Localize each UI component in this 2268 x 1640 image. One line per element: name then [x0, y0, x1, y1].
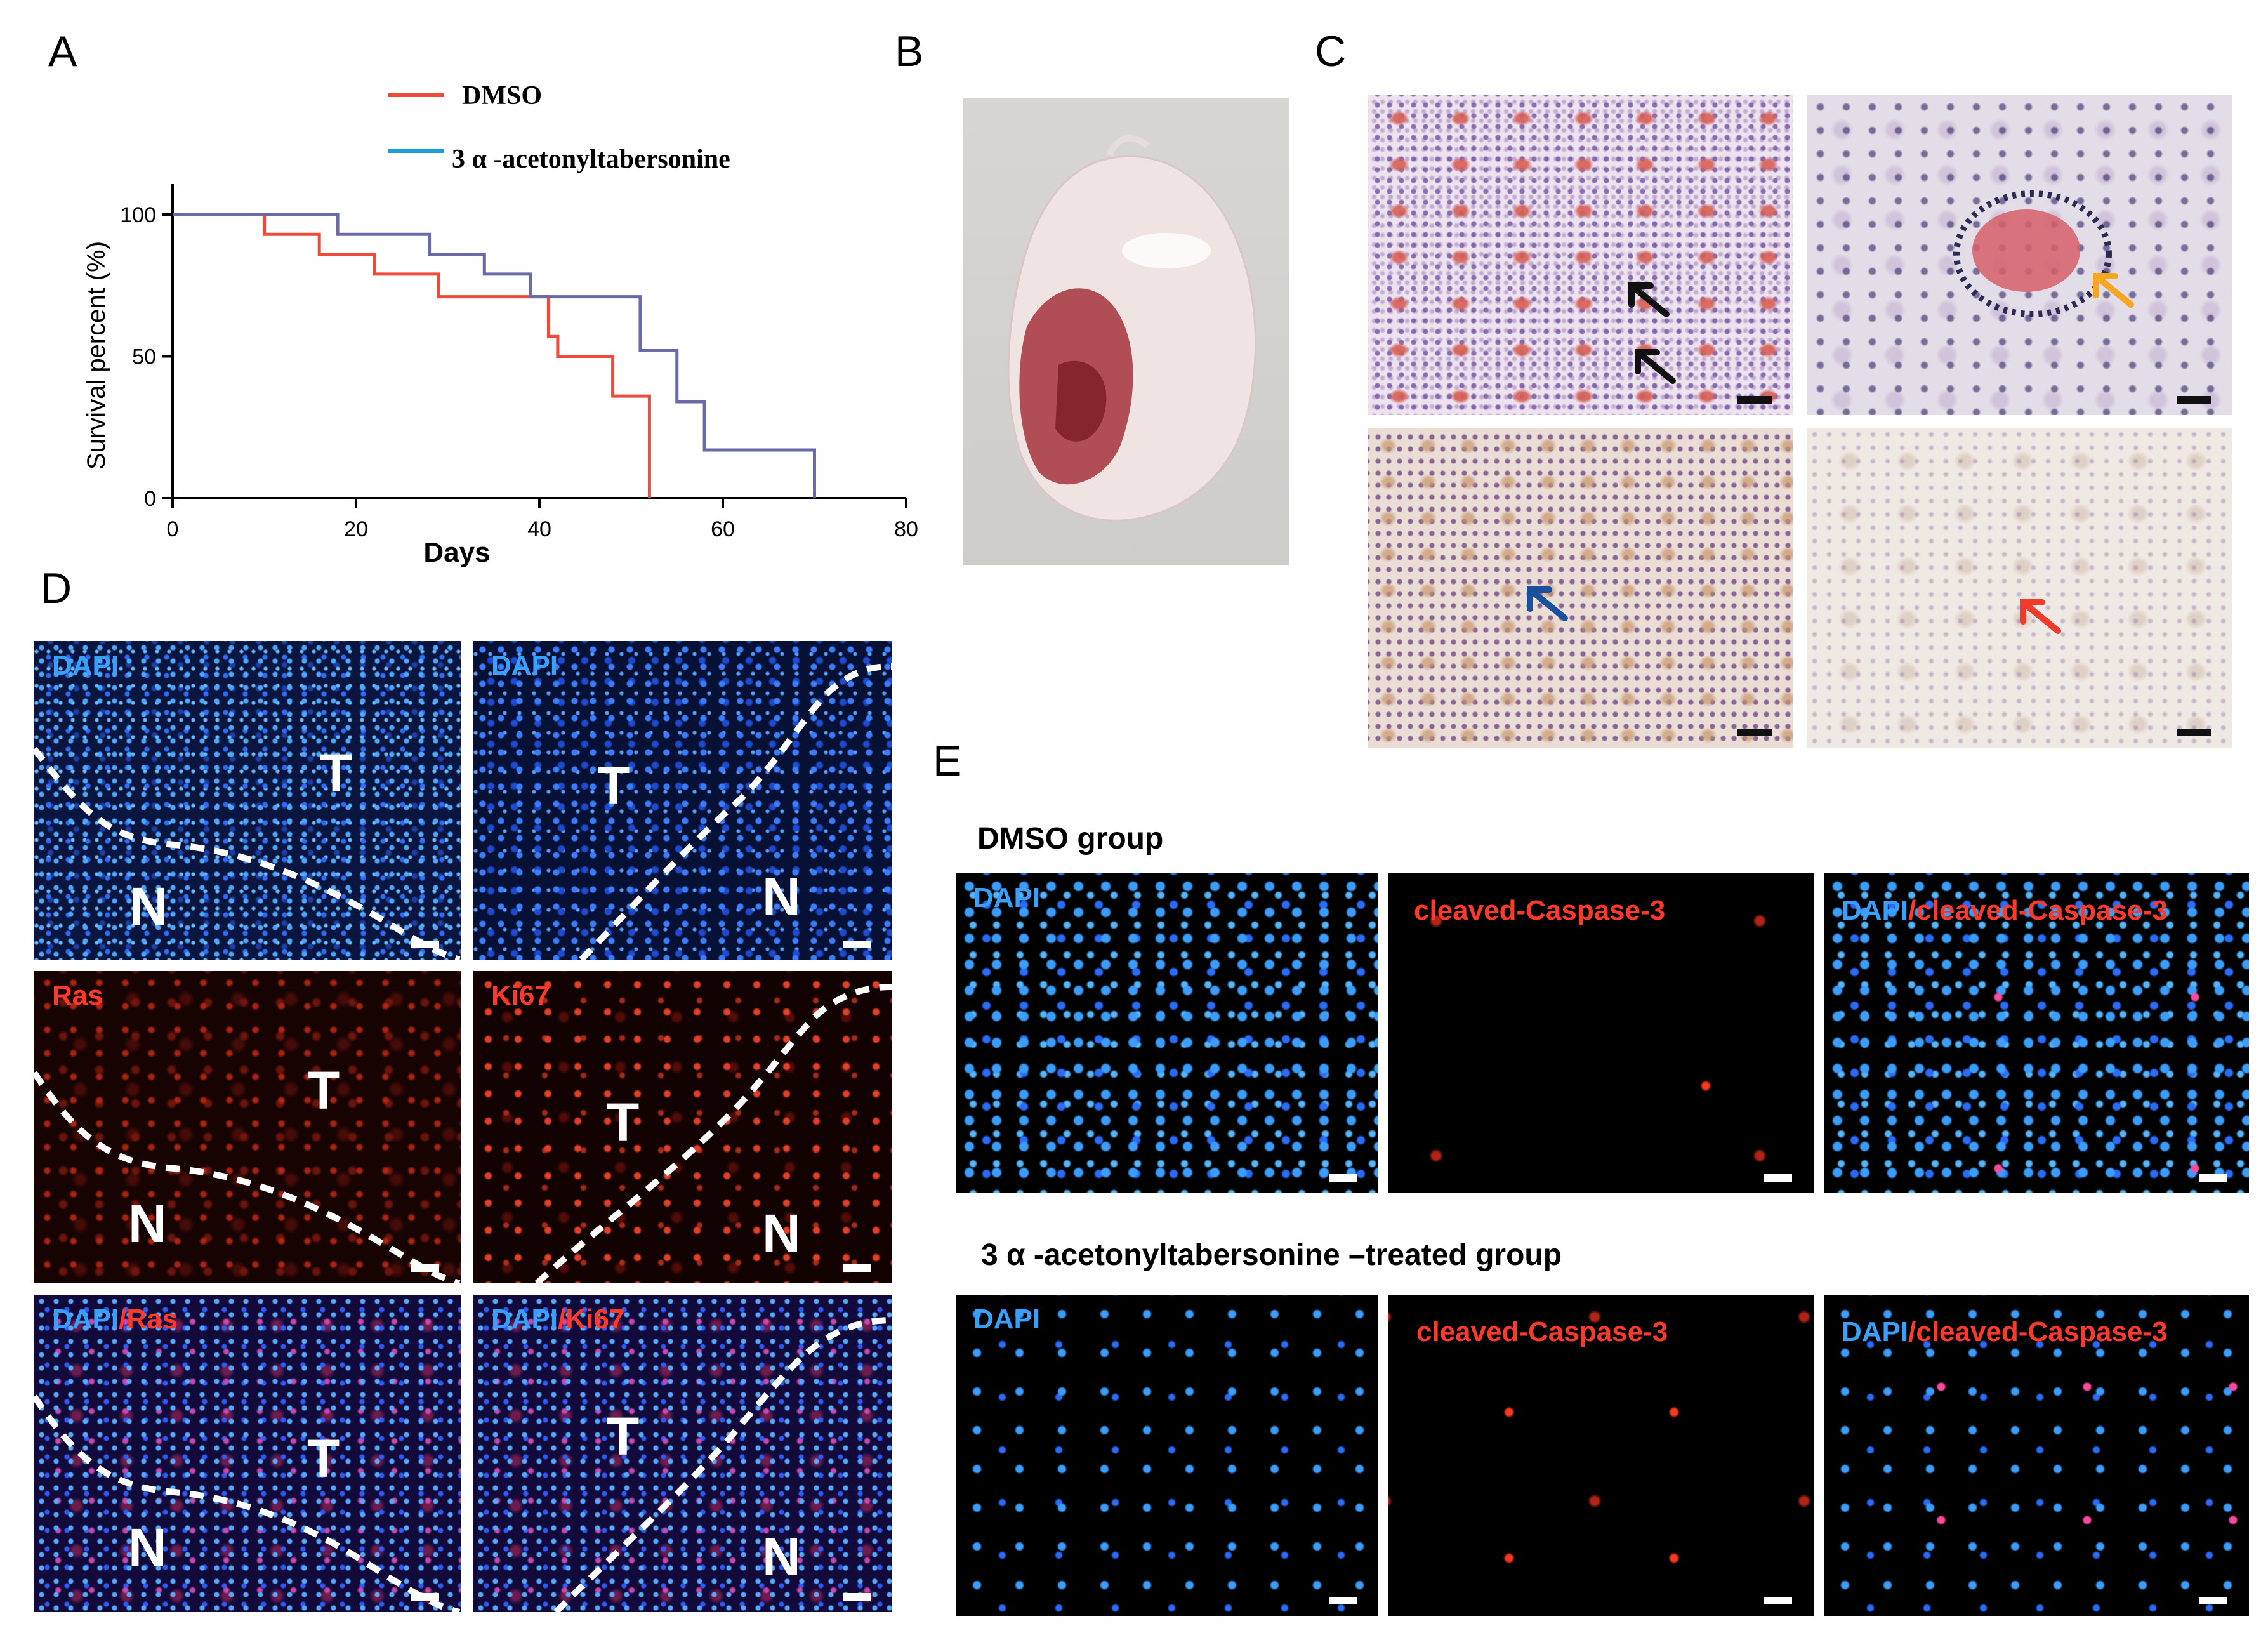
legend-label-dmso: DMSO	[462, 81, 542, 110]
histology-image-1	[1368, 95, 1793, 415]
panel-e-treated-merge: DAPI/cleaved-Caspase-3	[1824, 1295, 2249, 1616]
x-tick-label: 20	[344, 517, 368, 541]
panel-e-title: cleaved-Caspase-3	[1414, 895, 1666, 926]
region-normal-label: N	[762, 1527, 801, 1587]
panel-d-image-2: DAPI T N	[473, 641, 892, 960]
scale-bar	[411, 1593, 439, 1601]
panel-d-title-5-dapi: DAPI	[52, 1304, 119, 1335]
panel-d-title-6-ki67: /Ki67	[558, 1304, 625, 1335]
panel-label-c: C	[1315, 27, 1347, 76]
x-tick-label: 0	[167, 517, 179, 541]
panel-e-dmso-caspase: cleaved-Caspase-3	[1388, 873, 1814, 1193]
region-tumor-label: T	[320, 743, 353, 803]
panel-label-e: E	[933, 737, 962, 785]
dmso-group-label: DMSO group	[977, 822, 1164, 856]
region-normal-label: N	[128, 1518, 167, 1577]
histology-image-4	[1807, 428, 2232, 748]
panel-d-title-6: DAPI/Ki67	[491, 1304, 624, 1335]
scale-bar	[2177, 396, 2211, 404]
panel-e-title: DAPI	[973, 882, 1041, 913]
black-arrow-icon	[1635, 349, 1676, 384]
x-tick-label: 60	[711, 517, 735, 541]
panel-e-title: cleaved-Caspase-3	[1416, 1316, 1668, 1347]
region-tumor-label: T	[607, 1092, 640, 1152]
blue-arrow-icon	[1527, 586, 1568, 621]
scale-bar	[843, 1593, 871, 1601]
panel-e-treated-caspase: cleaved-Caspase-3	[1388, 1295, 1814, 1616]
scale-bar	[843, 941, 871, 948]
survival-line-dmso	[173, 213, 651, 498]
region-normal-label: N	[129, 876, 168, 936]
histology-image-3	[1368, 428, 1793, 748]
region-normal-label: N	[128, 1194, 167, 1253]
region-normal-label: N	[762, 867, 801, 927]
panel-label-d: D	[41, 564, 72, 612]
y-tick-label: 100	[120, 203, 156, 227]
y-tick-label: 0	[144, 487, 156, 511]
region-tumor-label: T	[607, 1406, 640, 1466]
survival-line-acetonyltabersonine	[173, 213, 816, 498]
scale-bar	[411, 1264, 439, 1272]
scale-bar	[411, 941, 439, 948]
panel-d-title-3: Ras	[52, 980, 103, 1011]
panel-e-title: DAPI	[973, 1304, 1041, 1335]
chart-legend: DMSO 3 α -acetonyltabersonine	[388, 81, 730, 174]
panel-label-b: B	[895, 27, 924, 76]
region-tumor-label: T	[307, 1061, 340, 1120]
panel-e-dmso-dapi: DAPI	[956, 873, 1378, 1193]
panel-d-title-6-dapi: DAPI	[491, 1304, 558, 1335]
brain-tumor-photo	[963, 98, 1289, 565]
panel-d-title-5: DAPI/Ras	[52, 1304, 178, 1335]
chart-axes: 0 20 40 60 80 0 50 100	[120, 184, 918, 541]
chart-series	[173, 213, 816, 498]
panel-d-image-6: DAPI/Ki67 T N	[473, 1295, 892, 1612]
panel-d-title-4: Ki67	[491, 980, 550, 1011]
panel-e-title-caspase: /cleaved-Caspase-3	[1908, 1316, 2168, 1347]
panel-d-title-5-ras: /Ras	[119, 1304, 178, 1335]
panel-d-title-2: DAPI	[491, 650, 558, 681]
region-tumor-label: T	[307, 1429, 340, 1488]
x-tick-label: 40	[527, 517, 551, 541]
scale-bar	[1737, 729, 1772, 736]
panel-d-image-3: Ras T N	[34, 971, 461, 1283]
scale-bar	[2177, 729, 2211, 736]
red-arrow-icon	[2020, 599, 2061, 634]
panel-d-image-4: Ki67 T N	[473, 971, 892, 1283]
scale-bar	[1329, 1174, 1357, 1182]
panel-e-title: DAPI/cleaved-Caspase-3	[1842, 895, 2168, 927]
y-axis-label: Survival percent (%)	[82, 241, 110, 470]
histology-image-2	[1807, 95, 2232, 415]
scale-bar	[1329, 1597, 1357, 1604]
region-normal-label: N	[762, 1203, 801, 1263]
panel-d-title-1: DAPI	[52, 650, 119, 681]
panel-d-image-1: DAPI T N	[34, 641, 461, 960]
panel-d-image-5: DAPI/Ras T N	[34, 1295, 461, 1612]
panel-label-a: A	[48, 27, 77, 76]
panel-e-title: DAPI/cleaved-Caspase-3	[1842, 1316, 2168, 1348]
treated-group-label: 3 α -acetonyltabersonine –treated group	[981, 1238, 1562, 1272]
scale-bar	[843, 1264, 871, 1272]
scale-bar	[1764, 1597, 1792, 1604]
y-tick-label: 50	[132, 345, 156, 369]
scale-bar	[2199, 1597, 2227, 1604]
panel-e-title-dapi: DAPI	[1842, 1316, 1909, 1347]
panel-e-treated-dapi: DAPI	[956, 1295, 1378, 1616]
panel-e-title-caspase: /cleaved-Caspase-3	[1908, 895, 2168, 926]
panel-e-dmso-merge: DAPI/cleaved-Caspase-3	[1824, 873, 2249, 1193]
panel-e-title-dapi: DAPI	[1842, 895, 1909, 926]
survival-chart: DMSO 3 α -acetonyltabersonine 0 20 40 60 800…	[82, 81, 918, 568]
scale-bar	[1764, 1174, 1792, 1182]
scale-bar	[2199, 1174, 2227, 1182]
legend-label-acetonyltabersonine: 3 α -acetonyltabersonine	[452, 145, 730, 174]
x-axis-label: Days	[423, 537, 490, 568]
orange-arrow-icon	[2093, 273, 2134, 308]
x-tick-label: 80	[894, 517, 918, 541]
black-arrow-icon	[1628, 282, 1670, 317]
scale-bar	[1737, 396, 1772, 404]
region-tumor-label: T	[597, 756, 630, 816]
